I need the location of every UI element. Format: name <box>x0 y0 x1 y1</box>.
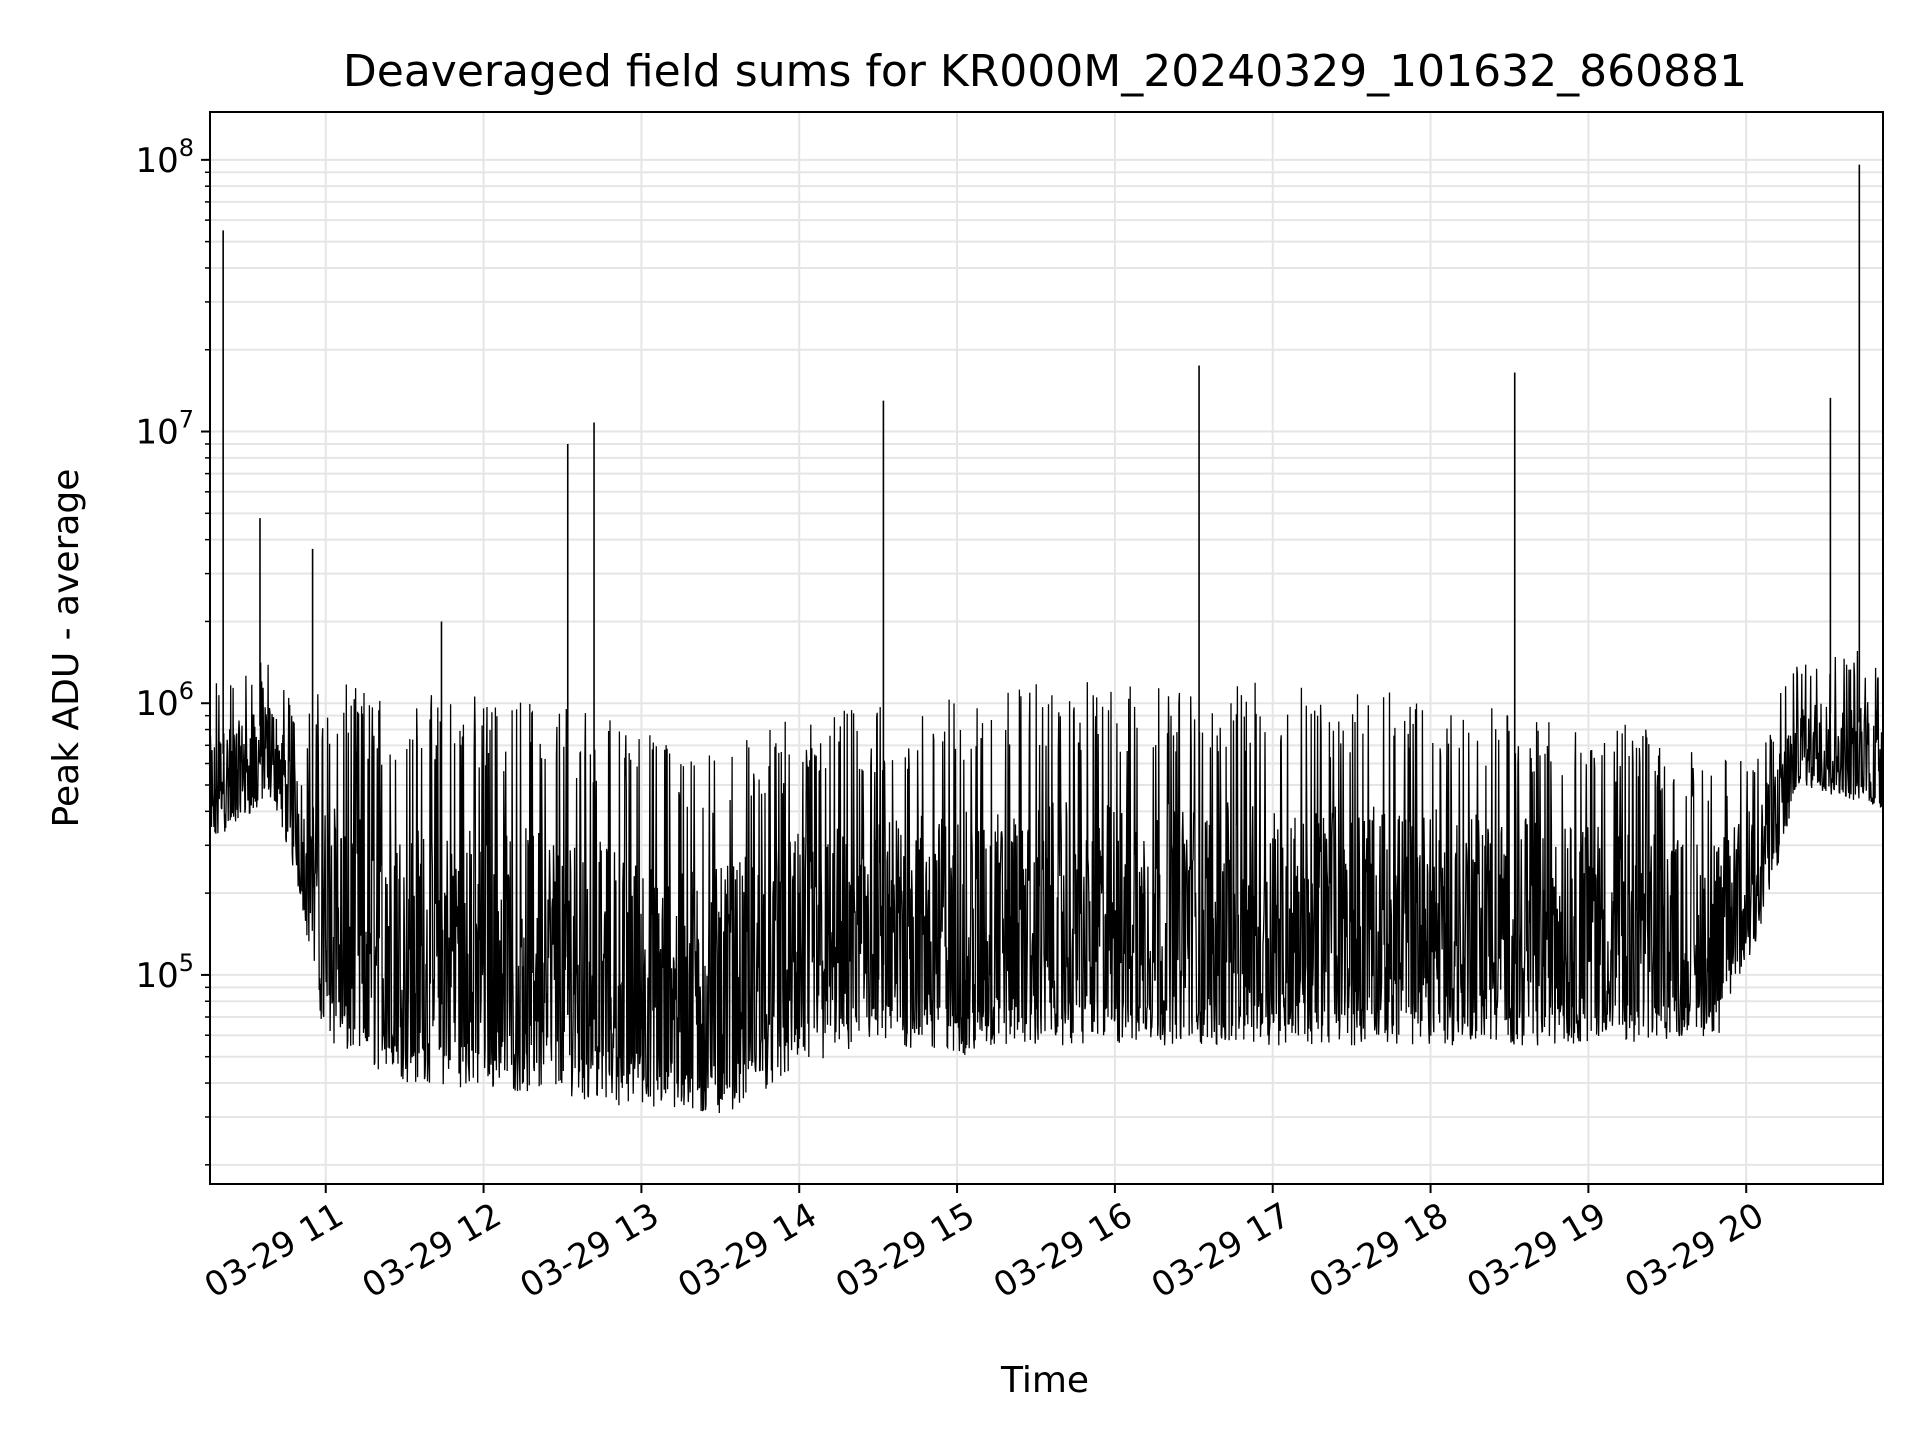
y-tick-label: 107 <box>135 406 194 453</box>
series-line <box>209 650 1884 1114</box>
y-tick-label-exponent: 6 <box>179 677 194 705</box>
y-tick-label-base: 10 <box>135 413 178 453</box>
x-axis-label: Time <box>1000 1360 1089 1401</box>
y-tick-label: 108 <box>135 134 194 181</box>
y-tick-label: 106 <box>135 677 194 724</box>
y-tick-label-exponent: 7 <box>179 406 194 434</box>
y-tick-label-exponent: 8 <box>179 134 194 162</box>
y-tick-label-base: 10 <box>135 684 178 724</box>
y-tick-label-base: 10 <box>135 956 178 996</box>
y-tick-label-base: 10 <box>135 141 178 181</box>
y-tick-label-exponent: 5 <box>179 949 194 977</box>
chart-title: Deaveraged field sums for KR000M_2024032… <box>343 46 1747 97</box>
y-axis-label: Peak ADU - average <box>46 469 87 828</box>
plot-frame <box>209 111 1884 1185</box>
series-layer <box>209 164 1884 1114</box>
y-tick-label: 105 <box>135 949 194 996</box>
